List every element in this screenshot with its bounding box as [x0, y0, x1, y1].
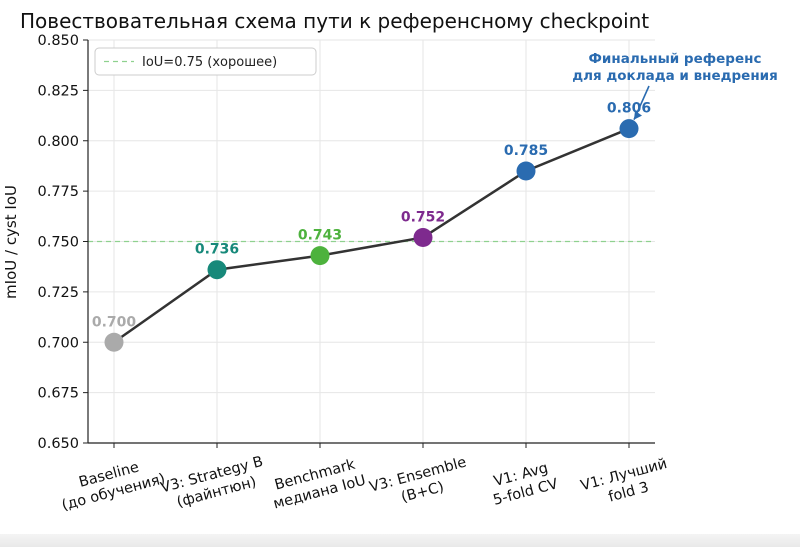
y-tick-label: 0.700: [37, 335, 79, 351]
data-label: 0.700: [92, 314, 137, 330]
legend-entry: IoU=0.75 (хорошее): [142, 55, 277, 70]
footer-band: [0, 534, 800, 547]
y-tick-label: 0.725: [37, 285, 79, 301]
y-tick-label: 0.750: [37, 235, 79, 251]
data-label: 0.752: [401, 209, 445, 225]
annotation-text: для доклада и внедрения: [572, 68, 778, 84]
data-label: 0.806: [607, 101, 651, 117]
annotation-arrow-head: [634, 110, 642, 120]
series-line-group: [113, 127, 630, 344]
data-point: [413, 227, 433, 247]
data-label: 0.785: [504, 143, 548, 159]
data-point: [516, 161, 536, 181]
y-tick-label: 0.775: [37, 184, 79, 200]
data-point: [104, 332, 124, 352]
x-tick-label-group: V3: Strategy B(файнтюн): [159, 454, 265, 511]
data-point: [207, 260, 227, 280]
y-tick-label: 0.650: [37, 436, 79, 452]
data-label: 0.743: [298, 228, 342, 244]
y-axis-label: mIoU / cyst IoU: [2, 185, 20, 299]
y-tick-label: 0.825: [37, 83, 79, 99]
x-tick-label-group: Baseline(до обучения): [60, 459, 167, 514]
x-tick-label-group: V3: Ensemble(B+C): [368, 454, 469, 505]
chart-title: Повествовательная схема пути к референсн…: [20, 9, 649, 33]
y-tick-label: 0.850: [37, 33, 79, 49]
points: [104, 119, 639, 352]
legend-box: [94, 47, 317, 76]
y-tick-label: 0.800: [37, 134, 79, 150]
value-labels: 0.700 0.736 0.743 0.752 0.785 0.806: [92, 101, 651, 331]
x-ticks: Baseline(до обучения)V3: Strategy B(файн…: [60, 443, 669, 514]
y-ticks: 0.650 0.675 0.700 0.725 0.750 0.775 0.800 0.825…: [37, 33, 88, 452]
legend: IoU=0.75 (хорошее): [94, 47, 317, 76]
data-point: [310, 246, 330, 266]
data-label: 0.736: [195, 242, 239, 258]
annotation-text: Финальный референс: [589, 51, 762, 67]
data-point: [619, 119, 639, 139]
series-line: [113, 127, 630, 344]
y-tick-label: 0.675: [37, 386, 79, 402]
